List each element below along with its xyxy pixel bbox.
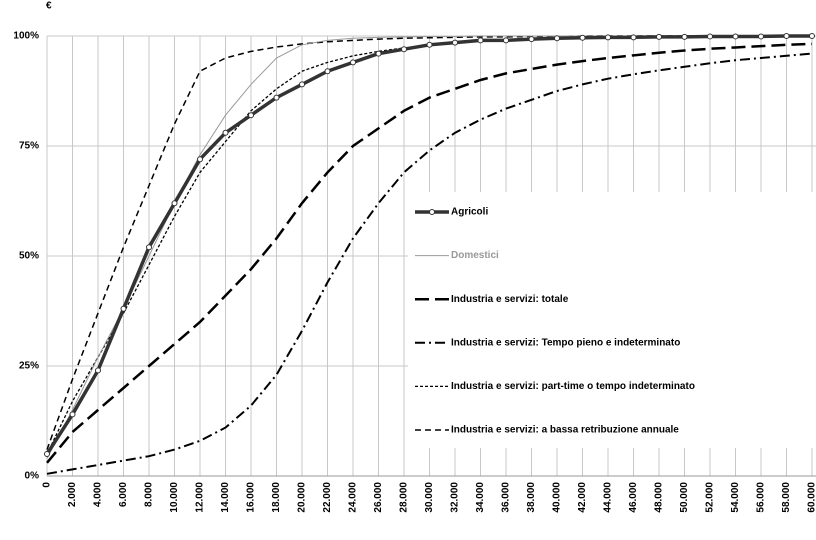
series-marker	[605, 34, 611, 41]
series-marker	[477, 37, 484, 44]
x-tick-label: 54.000	[730, 482, 741, 513]
series-line	[46, 52, 813, 475]
series-marker	[273, 94, 280, 101]
series-marker	[401, 46, 407, 53]
x-tick-label: 24.000	[348, 482, 359, 513]
series-marker	[656, 33, 662, 40]
x-tick-label: 38.000	[526, 482, 537, 513]
series-marker	[299, 81, 305, 88]
legend-box	[408, 192, 816, 448]
legend-label: Industria e servizi: totale	[451, 294, 569, 305]
x-tick-label: 2.000	[67, 482, 78, 507]
series-marker	[426, 41, 433, 48]
x-tick-label: 12.000	[195, 482, 206, 513]
series-marker	[171, 200, 178, 207]
series-marker	[681, 33, 688, 40]
y-tick-label: 100%	[13, 31, 39, 42]
x-tick-label: 60.000	[807, 482, 816, 513]
y-tick-label: 0%	[25, 471, 40, 482]
x-tick-label: 52.000	[705, 482, 716, 513]
legend-label: Industria e servizi: a bassa retribuzion…	[451, 425, 679, 436]
x-tick-label: 6.000	[118, 482, 129, 507]
series-marker	[324, 68, 331, 75]
x-tick-label: 0	[42, 482, 53, 488]
series-line	[46, 42, 813, 464]
y-tick-label: 50%	[19, 251, 39, 262]
x-tick-label: 26.000	[373, 482, 384, 513]
series-marker	[69, 411, 76, 418]
x-tick-label: 44.000	[603, 482, 614, 513]
x-tick-label: 50.000	[679, 482, 690, 513]
series-marker	[809, 33, 815, 39]
legend-label: Industria e servizi: part-time o tempo i…	[451, 381, 695, 392]
x-tick-label: 16.000	[246, 482, 257, 513]
series-marker	[44, 451, 50, 457]
series-marker	[503, 37, 509, 44]
x-tick-label: 36.000	[501, 482, 512, 513]
x-tick-label: 40.000	[552, 482, 563, 513]
series-marker	[146, 244, 152, 251]
series-marker	[197, 156, 203, 163]
series-marker	[375, 50, 382, 57]
x-tick-label: 34.000	[475, 482, 486, 513]
x-tick-label: 18.000	[271, 482, 282, 513]
series-marker	[222, 129, 229, 136]
series-marker	[758, 33, 764, 40]
x-tick-label: 56.000	[756, 482, 767, 513]
series-marker	[783, 33, 790, 39]
series-marker	[732, 33, 739, 40]
x-tick-label: 8.000	[144, 482, 155, 507]
x-tick-label: 42.000	[577, 482, 588, 513]
series-marker	[350, 59, 356, 66]
series-line	[46, 35, 812, 450]
x-tick-label: 48.000	[654, 482, 665, 513]
legend-label: Industria e servizi: Tempo pieno e indet…	[451, 337, 680, 348]
series-marker	[248, 112, 254, 119]
series-marker	[95, 367, 101, 374]
series-marker	[120, 305, 127, 312]
x-tick-label: 22.000	[322, 482, 333, 513]
y-tick-label: 75%	[19, 141, 39, 152]
legend-label: Agricoli	[451, 207, 488, 218]
series-marker	[528, 36, 535, 43]
series-marker	[707, 33, 713, 40]
series-marker	[452, 39, 458, 46]
x-tick-label: 4.000	[93, 482, 104, 507]
unit-label: €	[46, 1, 52, 12]
series-marker	[630, 34, 637, 41]
x-tick-label: 32.000	[450, 482, 461, 513]
x-tick-label: 10.000	[169, 482, 180, 513]
x-tick-label: 14.000	[220, 482, 231, 513]
x-tick-label: 28.000	[399, 482, 410, 513]
x-tick-label: 20.000	[297, 482, 308, 513]
y-tick-label: 25%	[19, 361, 39, 372]
legend-marker	[429, 209, 435, 215]
x-tick-label: 46.000	[628, 482, 639, 513]
legend-label: Domestici	[451, 250, 499, 261]
x-tick-label: 30.000	[424, 482, 435, 513]
series-marker	[579, 34, 586, 41]
series-marker	[554, 35, 560, 42]
x-tick-label: 58.000	[781, 482, 792, 513]
